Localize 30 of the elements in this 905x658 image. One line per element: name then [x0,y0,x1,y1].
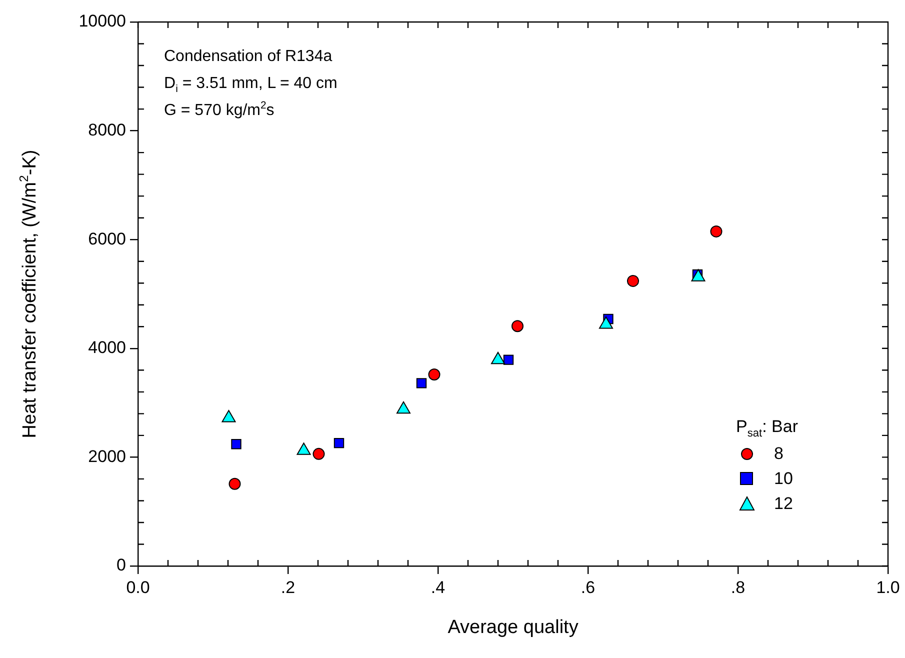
annotation: D$_{i}$ = 3.51 mm, L = 40 cm [164,75,338,96]
point [334,438,344,448]
point [312,448,325,460]
point [228,478,241,490]
point [503,354,514,365]
y-tick-label: 8000 [88,120,126,140]
x-tick-label: .4 [430,578,446,597]
legend-label: 10 [774,468,793,488]
point [428,368,440,381]
point [416,378,427,388]
y-tick-label: 2000 [88,446,126,466]
legend-label: 12 [774,494,793,514]
x-tick-label: .2 [280,578,296,597]
x-tick-label: 1.0 [876,578,900,597]
annotation: Condensation of R134a [164,48,332,65]
point [512,320,524,332]
point [231,439,242,450]
y-tick-label: 6000 [88,229,126,248]
annotation: G = 570 kg/m$^{2}$s [164,100,274,119]
y-tick-label: 10000 [78,12,126,31]
x-tick-label: 0.0 [126,578,150,597]
point [710,225,722,238]
point [627,274,639,287]
legend-label: 8 [774,444,784,464]
legend-title: P$_{sat}$: Bar [736,417,798,440]
x-axis-title: Average quality [448,617,578,638]
y-tick-label: 4000 [88,338,126,358]
x-tick-label: .8 [730,578,746,597]
y-tick-label: 0 [116,556,126,575]
x-tick-label: .6 [580,578,596,597]
